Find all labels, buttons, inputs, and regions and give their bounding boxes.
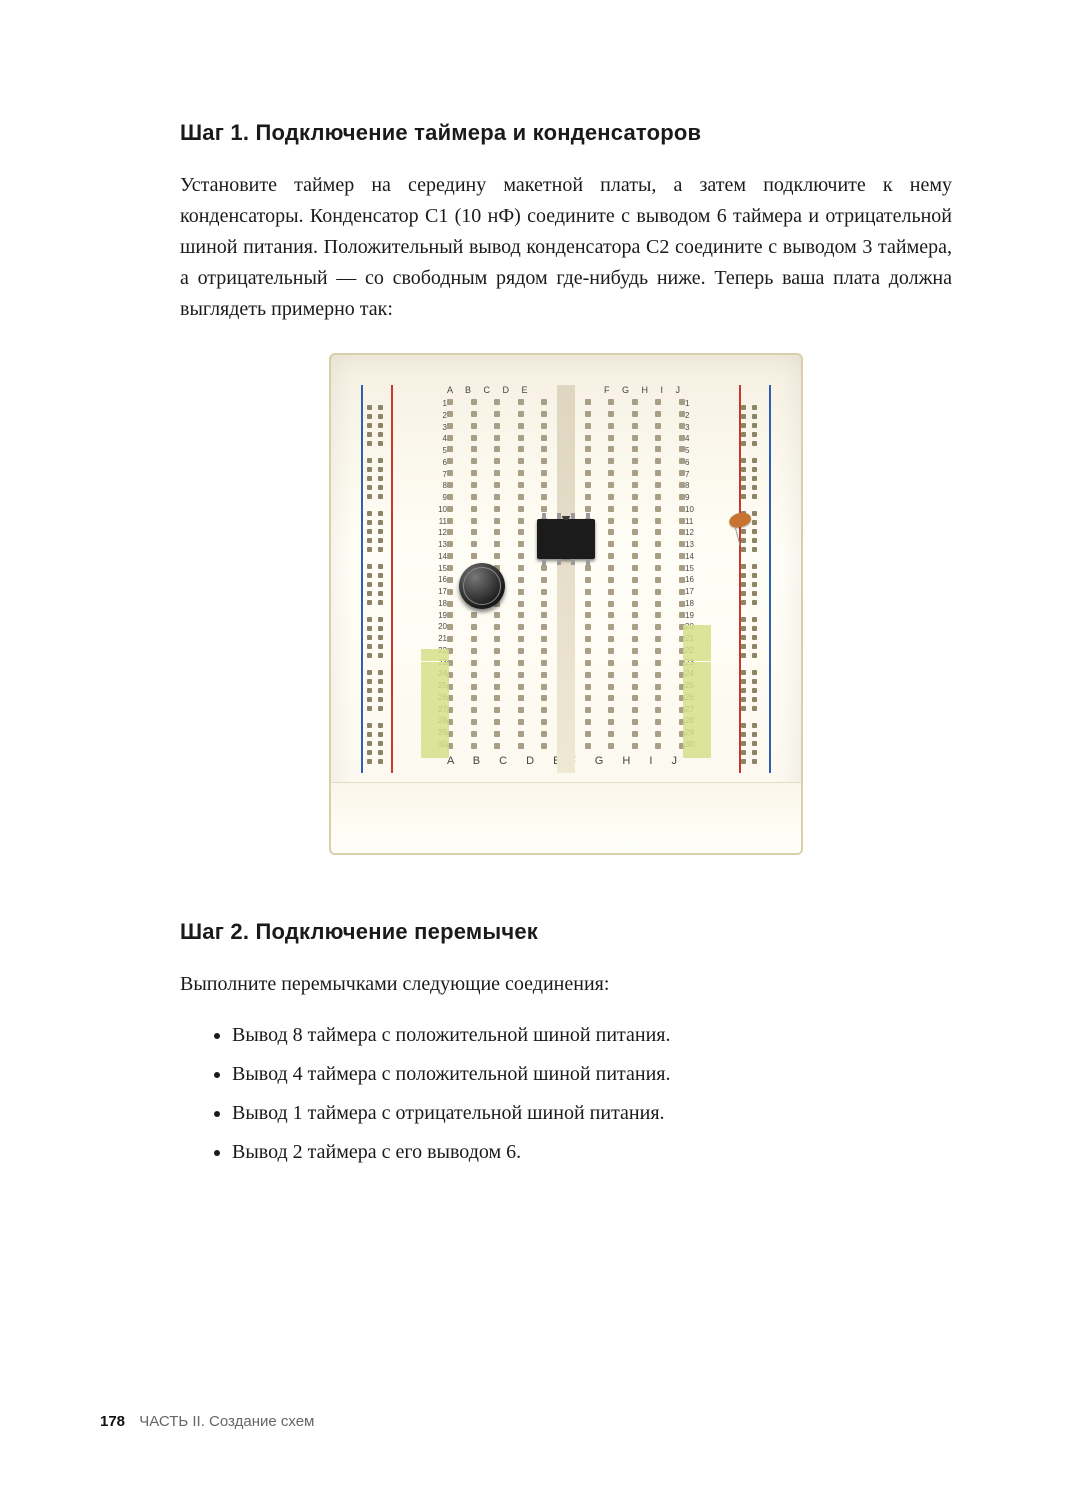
list-item: Вывод 2 таймера с его выводом 6. — [232, 1133, 952, 1172]
rail-positive-left — [391, 385, 393, 773]
power-dots-left — [367, 405, 391, 743]
step2-heading: Шаг 2. Подключение перемычек — [180, 919, 952, 945]
step1-body: Установите таймер на середину макетной п… — [180, 170, 952, 325]
capacitor-c2-electrolytic — [459, 563, 505, 609]
step1-heading: Шаг 1. Подключение таймера и конденсатор… — [180, 120, 952, 146]
ic-555-timer — [537, 519, 595, 559]
list-item: Вывод 8 таймера с положительной шиной пи… — [232, 1016, 952, 1055]
page: Шаг 1. Подключение таймера и конденсатор… — [0, 0, 1072, 1500]
list-item: Вывод 4 таймера с положительной шиной пи… — [232, 1055, 952, 1094]
col-labels-bottom-right: F G H I J — [569, 755, 685, 767]
page-number: 178 — [100, 1413, 125, 1430]
page-footer: 178 ЧАСТЬ ІІ. Создание схем — [100, 1413, 314, 1430]
connections-list: Вывод 8 таймера с положительной шиной пи… — [232, 1016, 952, 1172]
rail-negative-left — [361, 385, 363, 773]
power-dots-right — [741, 405, 765, 743]
rail-negative-right — [769, 385, 771, 773]
list-item: Вывод 1 таймера с отрицательной шиной пи… — [232, 1094, 952, 1133]
section-label: ЧАСТЬ ІІ. Создание схем — [139, 1413, 314, 1430]
step2-intro: Выполните перемычками следующие соединен… — [180, 969, 952, 1000]
col-labels-top-right: F G H I J — [604, 385, 685, 395]
breadboard-photo: A B C D E F G H I J A B C D E F G H I J … — [329, 353, 803, 855]
figure-step1: A B C D E F G H I J A B C D E F G H I J … — [180, 353, 952, 855]
col-labels-bottom-left: A B C D E — [447, 755, 569, 767]
col-labels-top-left: A B C D E — [447, 385, 533, 395]
